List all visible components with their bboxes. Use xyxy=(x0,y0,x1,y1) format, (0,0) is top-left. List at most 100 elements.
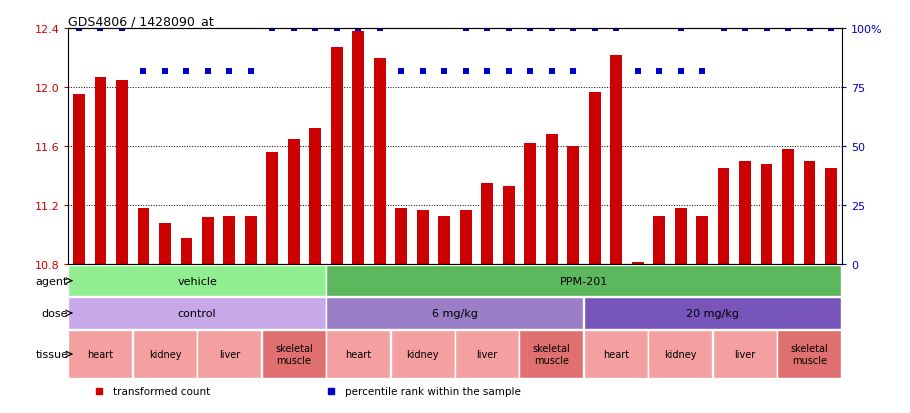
Bar xyxy=(352,32,364,265)
Text: heart: heart xyxy=(87,349,114,359)
Point xyxy=(351,26,366,32)
Point xyxy=(544,68,559,75)
Bar xyxy=(180,238,192,265)
Text: heart: heart xyxy=(345,349,371,359)
Point xyxy=(200,68,215,75)
Point xyxy=(824,26,838,32)
Bar xyxy=(95,78,106,265)
Bar xyxy=(653,216,665,265)
Point xyxy=(157,68,172,75)
Point xyxy=(673,68,688,75)
Bar xyxy=(68,266,326,297)
Point xyxy=(695,68,710,75)
Bar xyxy=(503,187,515,265)
Point xyxy=(459,26,473,32)
Bar xyxy=(648,330,713,378)
Bar xyxy=(326,298,583,329)
Bar xyxy=(546,135,558,265)
Point xyxy=(673,26,688,32)
Bar xyxy=(718,169,730,265)
Point xyxy=(308,26,323,32)
Bar xyxy=(455,330,519,378)
Bar xyxy=(133,330,197,378)
Bar xyxy=(481,184,493,265)
Text: liver: liver xyxy=(477,349,498,359)
Point xyxy=(480,26,494,32)
Bar xyxy=(137,209,149,265)
Point xyxy=(437,68,451,75)
Text: PPM-201: PPM-201 xyxy=(560,276,608,286)
Text: vehicle: vehicle xyxy=(177,276,217,286)
Text: 20 mg/kg: 20 mg/kg xyxy=(686,308,739,318)
Point xyxy=(631,68,645,75)
Bar xyxy=(611,55,622,265)
Bar xyxy=(804,161,815,265)
Point xyxy=(244,68,258,75)
Bar xyxy=(197,330,261,378)
Bar xyxy=(331,48,343,265)
Point xyxy=(244,68,258,75)
Point xyxy=(136,68,151,75)
Bar xyxy=(326,330,390,378)
Text: agent: agent xyxy=(35,276,68,286)
Text: kidney: kidney xyxy=(664,349,697,359)
Point xyxy=(394,68,409,75)
Bar xyxy=(288,140,299,265)
Bar xyxy=(777,330,842,378)
Bar xyxy=(584,330,648,378)
Bar xyxy=(584,298,842,329)
Bar xyxy=(632,262,643,265)
Point xyxy=(179,68,194,75)
Point xyxy=(222,68,237,75)
Point xyxy=(523,68,538,75)
Point xyxy=(501,26,516,32)
Bar xyxy=(68,330,132,378)
Point xyxy=(437,68,451,75)
Point xyxy=(93,26,107,32)
Bar xyxy=(460,210,471,265)
Point xyxy=(716,26,731,32)
Text: percentile rank within the sample: percentile rank within the sample xyxy=(345,386,521,396)
Point xyxy=(115,26,129,32)
Text: kidney: kidney xyxy=(407,349,439,359)
Point xyxy=(566,68,581,75)
Bar xyxy=(782,150,794,265)
Bar xyxy=(524,144,536,265)
Point xyxy=(759,26,774,32)
Text: heart: heart xyxy=(603,349,629,359)
Bar xyxy=(159,223,171,265)
Bar xyxy=(224,216,236,265)
Point xyxy=(652,68,666,75)
Point xyxy=(480,68,494,75)
Bar xyxy=(116,81,128,265)
Text: liver: liver xyxy=(734,349,755,359)
Point xyxy=(566,26,581,32)
Point xyxy=(695,68,710,75)
Bar xyxy=(309,129,321,265)
Point xyxy=(287,26,301,32)
Point xyxy=(329,26,344,32)
Text: skeletal
muscle: skeletal muscle xyxy=(791,344,828,365)
Text: skeletal
muscle: skeletal muscle xyxy=(275,344,313,365)
Bar xyxy=(267,153,278,265)
Bar xyxy=(326,266,842,297)
Bar xyxy=(68,298,326,329)
Bar xyxy=(202,218,214,265)
Bar xyxy=(739,161,751,265)
Text: dose: dose xyxy=(42,308,68,318)
Bar xyxy=(390,330,455,378)
Bar xyxy=(374,58,386,265)
Point xyxy=(587,26,602,32)
Point xyxy=(136,68,151,75)
Text: transformed count: transformed count xyxy=(113,386,210,396)
Bar xyxy=(713,330,777,378)
Point xyxy=(544,26,559,32)
Bar xyxy=(395,209,407,265)
Point xyxy=(394,68,409,75)
Point xyxy=(459,68,473,75)
Text: liver: liver xyxy=(218,349,240,359)
Point xyxy=(372,26,387,32)
Text: tissue: tissue xyxy=(35,349,68,359)
Bar xyxy=(696,216,708,265)
Bar xyxy=(589,93,601,265)
